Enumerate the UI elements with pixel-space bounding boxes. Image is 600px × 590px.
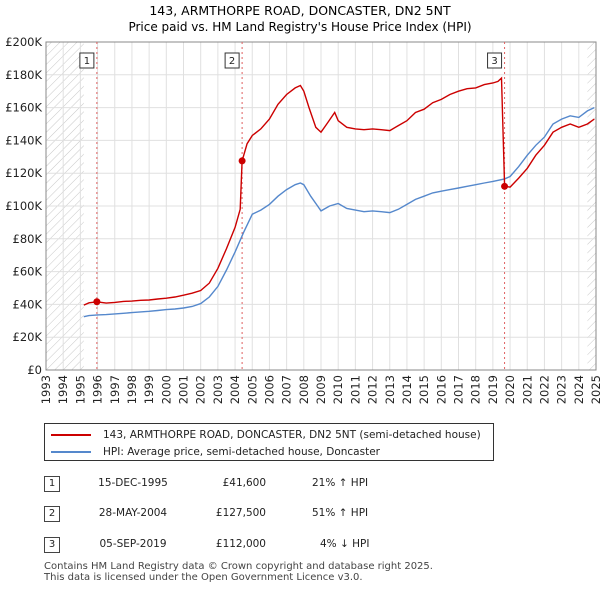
footer-copyright: Contains HM Land Registry data © Crown c…	[44, 561, 433, 572]
price-chart: 143, ARMTHORPE ROAD, DONCASTER, DN2 5NT …	[5, 3, 600, 404]
y-tick-label: £180K	[5, 68, 42, 82]
sale-marker-label: 3	[491, 56, 497, 67]
x-tick-label: 2003	[211, 375, 225, 404]
y-tick-label: £20K	[13, 330, 43, 344]
x-tick-label: 1995	[73, 375, 87, 404]
footer: Contains HM Land Registry data © Crown c…	[44, 561, 433, 583]
x-tick-label: 2012	[366, 375, 380, 404]
chart-title: 143, ARMTHORPE ROAD, DONCASTER, DN2 5NT	[149, 3, 451, 18]
y-tick-label: £60K	[13, 265, 43, 279]
y-tick-label: £120K	[5, 166, 42, 180]
sale-row: 3 05-SEP-2019 £112,000 4% ↓ HPI	[44, 537, 600, 553]
x-tick-label: 1998	[125, 375, 139, 404]
x-tick-label: 2025	[589, 375, 600, 404]
legend-swatch-hpi	[51, 451, 91, 453]
y-tick-label: £100K	[5, 199, 42, 213]
x-tick-label: 2009	[314, 375, 328, 404]
x-tick-label: 1997	[108, 375, 122, 404]
chart-subtitle: Price paid vs. HM Land Registry's House …	[128, 20, 471, 34]
legend-item-price: 143, ARMTHORPE ROAD, DONCASTER, DN2 5NT …	[51, 427, 481, 443]
x-tick-label: 2006	[262, 375, 276, 404]
x-tick-label: 1996	[91, 375, 105, 404]
legend-label-price: 143, ARMTHORPE ROAD, DONCASTER, DN2 5NT …	[103, 429, 481, 441]
sale-marker-badge	[487, 52, 503, 69]
y-tick-label: £40K	[13, 297, 43, 311]
sale-hpi-change: 21% ↑ HPI	[312, 477, 369, 489]
sale-marker-badge	[79, 52, 95, 69]
x-tick-label: 2007	[280, 375, 294, 404]
x-tick-label: 2008	[297, 375, 311, 404]
x-tick-label: 2018	[469, 375, 483, 404]
legend-item-hpi: HPI: Average price, semi-detached house,…	[51, 444, 380, 460]
series-line	[83, 76, 595, 306]
y-tick-label: £200K	[5, 35, 42, 49]
sale-price: £41,600	[222, 477, 266, 489]
sale-number-badge: 2	[44, 506, 60, 522]
sale-marker-label: 1	[84, 56, 90, 67]
sale-number-badge: 3	[44, 537, 60, 553]
sale-date: 28-MAY-2004	[98, 507, 168, 519]
x-tick-label: 2021	[520, 375, 534, 404]
sale-point	[238, 157, 246, 165]
x-tick-label: 1999	[142, 375, 156, 404]
legend-swatch-price	[51, 434, 91, 436]
legend-label-hpi: HPI: Average price, semi-detached house,…	[103, 446, 380, 458]
x-tick-label: 2020	[503, 375, 517, 404]
y-tick-label: £160K	[5, 101, 42, 115]
x-tick-label: 1994	[56, 375, 70, 404]
x-tick-label: 2002	[194, 375, 208, 404]
x-tick-label: 2004	[228, 375, 242, 404]
series-line	[83, 106, 595, 318]
sale-marker-badge	[224, 52, 240, 69]
footer-licence: This data is licensed under the Open Gov…	[44, 572, 363, 583]
sale-row: 1 15-DEC-1995 £41,600 21% ↑ HPI	[44, 476, 600, 492]
x-tick-label: 2024	[572, 375, 586, 404]
x-tick-label: 2005	[245, 375, 259, 404]
x-tick-label: 1993	[39, 375, 53, 404]
x-tick-label: 2011	[348, 375, 362, 404]
x-tick-label: 2016	[434, 375, 448, 404]
sale-hpi-change: 4% ↓ HPI	[320, 538, 370, 550]
sale-price: £127,500	[215, 507, 266, 519]
x-tick-label: 2022	[537, 375, 551, 404]
plot-frame	[45, 41, 597, 371]
x-tick-label: 2019	[486, 375, 500, 404]
sale-hpi-change: 51% ↑ HPI	[312, 507, 369, 519]
legend: 143, ARMTHORPE ROAD, DONCASTER, DN2 5NT …	[44, 423, 494, 461]
sale-date: 15-DEC-1995	[98, 477, 168, 489]
x-tick-label: 2015	[417, 375, 431, 404]
x-tick-label: 2010	[331, 375, 345, 404]
x-tick-label: 2017	[452, 375, 466, 404]
sale-price: £112,000	[215, 538, 266, 550]
x-tick-label: 2001	[177, 375, 191, 404]
sale-number-badge: 1	[44, 476, 60, 492]
sale-point	[501, 182, 509, 190]
sale-marker-label: 2	[229, 56, 235, 67]
x-tick-label: 2023	[555, 375, 569, 404]
y-tick-label: £140K	[5, 133, 42, 147]
x-tick-label: 2000	[159, 375, 173, 404]
x-tick-label: 2013	[383, 375, 397, 404]
sale-date: 05-SEP-2019	[99, 538, 167, 550]
x-tick-label: 2014	[400, 375, 414, 404]
y-tick-label: £80K	[13, 232, 43, 246]
y-tick-label: £0	[27, 363, 42, 377]
sale-point	[93, 298, 101, 306]
sale-row: 2 28-MAY-2004 £127,500 51% ↑ HPI	[44, 506, 600, 522]
